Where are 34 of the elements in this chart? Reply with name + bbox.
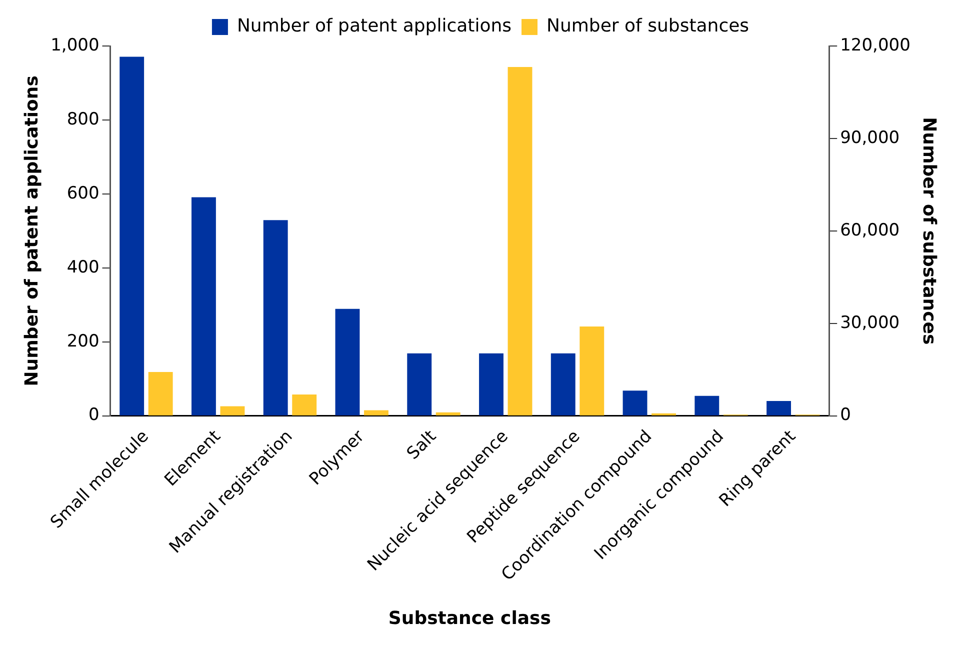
legend-label: Number of patent applications <box>236 16 512 37</box>
bar <box>479 353 504 416</box>
y-tick-label: 1,000 <box>50 35 100 56</box>
x-axis-title: Substance class <box>388 608 551 629</box>
bar <box>508 66 532 416</box>
legend-label: Number of substances <box>546 16 750 37</box>
bar <box>550 353 576 416</box>
y2-tick-label: 60,000 <box>840 220 900 240</box>
bar <box>580 326 604 416</box>
y-tick-label: 600 <box>66 183 100 204</box>
y2-tick-label: 120,000 <box>840 35 910 56</box>
y2-axis-title: Number of substances <box>918 117 940 345</box>
x-tick-label: Salt <box>403 426 441 464</box>
y2-tick-label: 0 <box>840 405 851 426</box>
y2-tick-label: 90,000 <box>840 128 900 148</box>
bar <box>694 396 720 416</box>
bar <box>622 390 648 416</box>
bar <box>191 197 216 416</box>
y2-tick-label: 30,000 <box>840 312 900 333</box>
y-axis-title: Number of patent applications <box>21 76 42 386</box>
bar <box>436 412 460 416</box>
bar <box>335 308 360 416</box>
y-tick-label: 800 <box>66 109 100 130</box>
bar <box>220 406 245 416</box>
y-tick-label: 0 <box>88 405 100 426</box>
bar <box>120 56 144 416</box>
bar <box>766 401 792 416</box>
bar <box>364 410 388 416</box>
y-tick-label: 200 <box>66 331 100 352</box>
bar <box>263 220 288 416</box>
bar <box>407 353 432 416</box>
y-tick-label: 400 <box>66 257 100 278</box>
bar <box>148 372 173 416</box>
bar <box>292 394 317 416</box>
